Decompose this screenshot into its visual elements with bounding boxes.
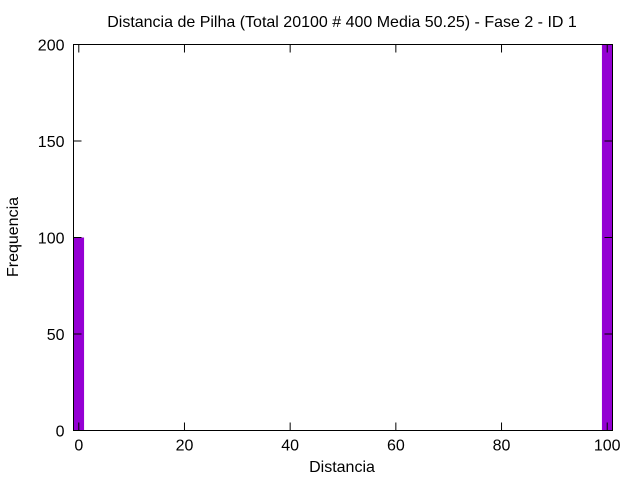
x-tick-label: 80 [493,438,511,455]
x-tick-label: 100 [594,438,621,455]
plot-area [73,44,613,431]
chart-title: Distancia de Pilha (Total 20100 # 400 Me… [107,14,577,31]
x-tick-label: 60 [387,438,405,455]
y-tick-label: 50 [47,327,65,344]
x-tick-label: 0 [74,438,83,455]
plot-frame [73,44,613,431]
y-tick-label: 0 [56,424,65,441]
x-tick-label: 40 [281,438,299,455]
x-axis-label: Distancia [309,459,375,476]
y-tick-label: 100 [38,231,65,248]
y-axis: 0 50 100 150 200 [38,38,613,441]
x-tick-label: 20 [176,438,194,455]
y-tick-label: 200 [38,38,65,55]
x-axis: 0 20 40 60 80 100 [74,44,621,455]
y-axis-label: Frequencia [5,197,22,277]
y-tick-label: 150 [38,134,65,151]
